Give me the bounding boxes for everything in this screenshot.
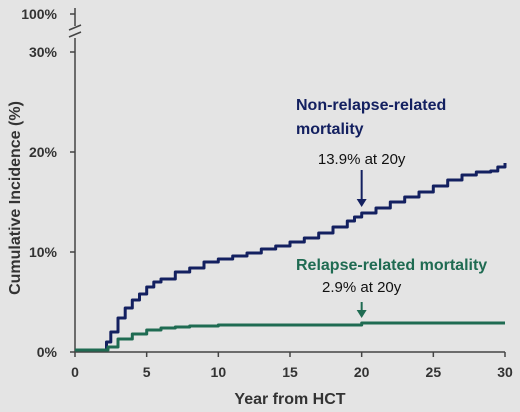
x-tick-label: 5 bbox=[143, 364, 151, 380]
series-line-1 bbox=[75, 321, 505, 352]
series-label-relapse: Relapse-related mortality bbox=[296, 257, 487, 274]
series-label-non-relapse: Non-relapse-related bbox=[296, 97, 446, 114]
annotation-label-1: 2.9% at 20y bbox=[322, 279, 402, 296]
annotation-arrowhead-0 bbox=[356, 199, 367, 207]
series-line-0 bbox=[75, 163, 507, 352]
x-tick-label: 0 bbox=[71, 364, 79, 380]
x-tick-label: 15 bbox=[282, 364, 298, 380]
y-axis-title: Cumulative Incidence (%) bbox=[7, 101, 24, 295]
x-tick-label: 20 bbox=[354, 364, 370, 380]
annotation-label-0: 13.9% at 20y bbox=[318, 151, 406, 168]
label-group: Non-relapse-related mortality Relapse-rela… bbox=[296, 97, 487, 318]
y-tick-label: 0% bbox=[37, 344, 58, 360]
annotation-arrowhead-1 bbox=[356, 310, 367, 318]
axes: 100% bbox=[21, 6, 505, 353]
x-axis-title: Year from HCT bbox=[234, 391, 345, 408]
x-tick-label: 25 bbox=[426, 364, 442, 380]
x-tick-label: 30 bbox=[497, 364, 513, 380]
series-label-non-relapse: mortality bbox=[296, 121, 364, 138]
y-tick-label: 10% bbox=[29, 244, 58, 260]
series-group bbox=[75, 163, 507, 352]
x-tick-label: 10 bbox=[211, 364, 227, 380]
y-tick-label: 20% bbox=[29, 144, 58, 160]
y-tick-label: 30% bbox=[29, 44, 58, 60]
y-tick-label-100: 100% bbox=[21, 6, 57, 22]
y-axis-break-mark bbox=[68, 24, 82, 31]
y-axis-break-gap bbox=[70, 26, 80, 38]
y-axis-break-mark bbox=[68, 31, 82, 38]
tick-group: 0 5 10 15 20 25 30 0% 10% 20% 30% bbox=[29, 44, 513, 380]
